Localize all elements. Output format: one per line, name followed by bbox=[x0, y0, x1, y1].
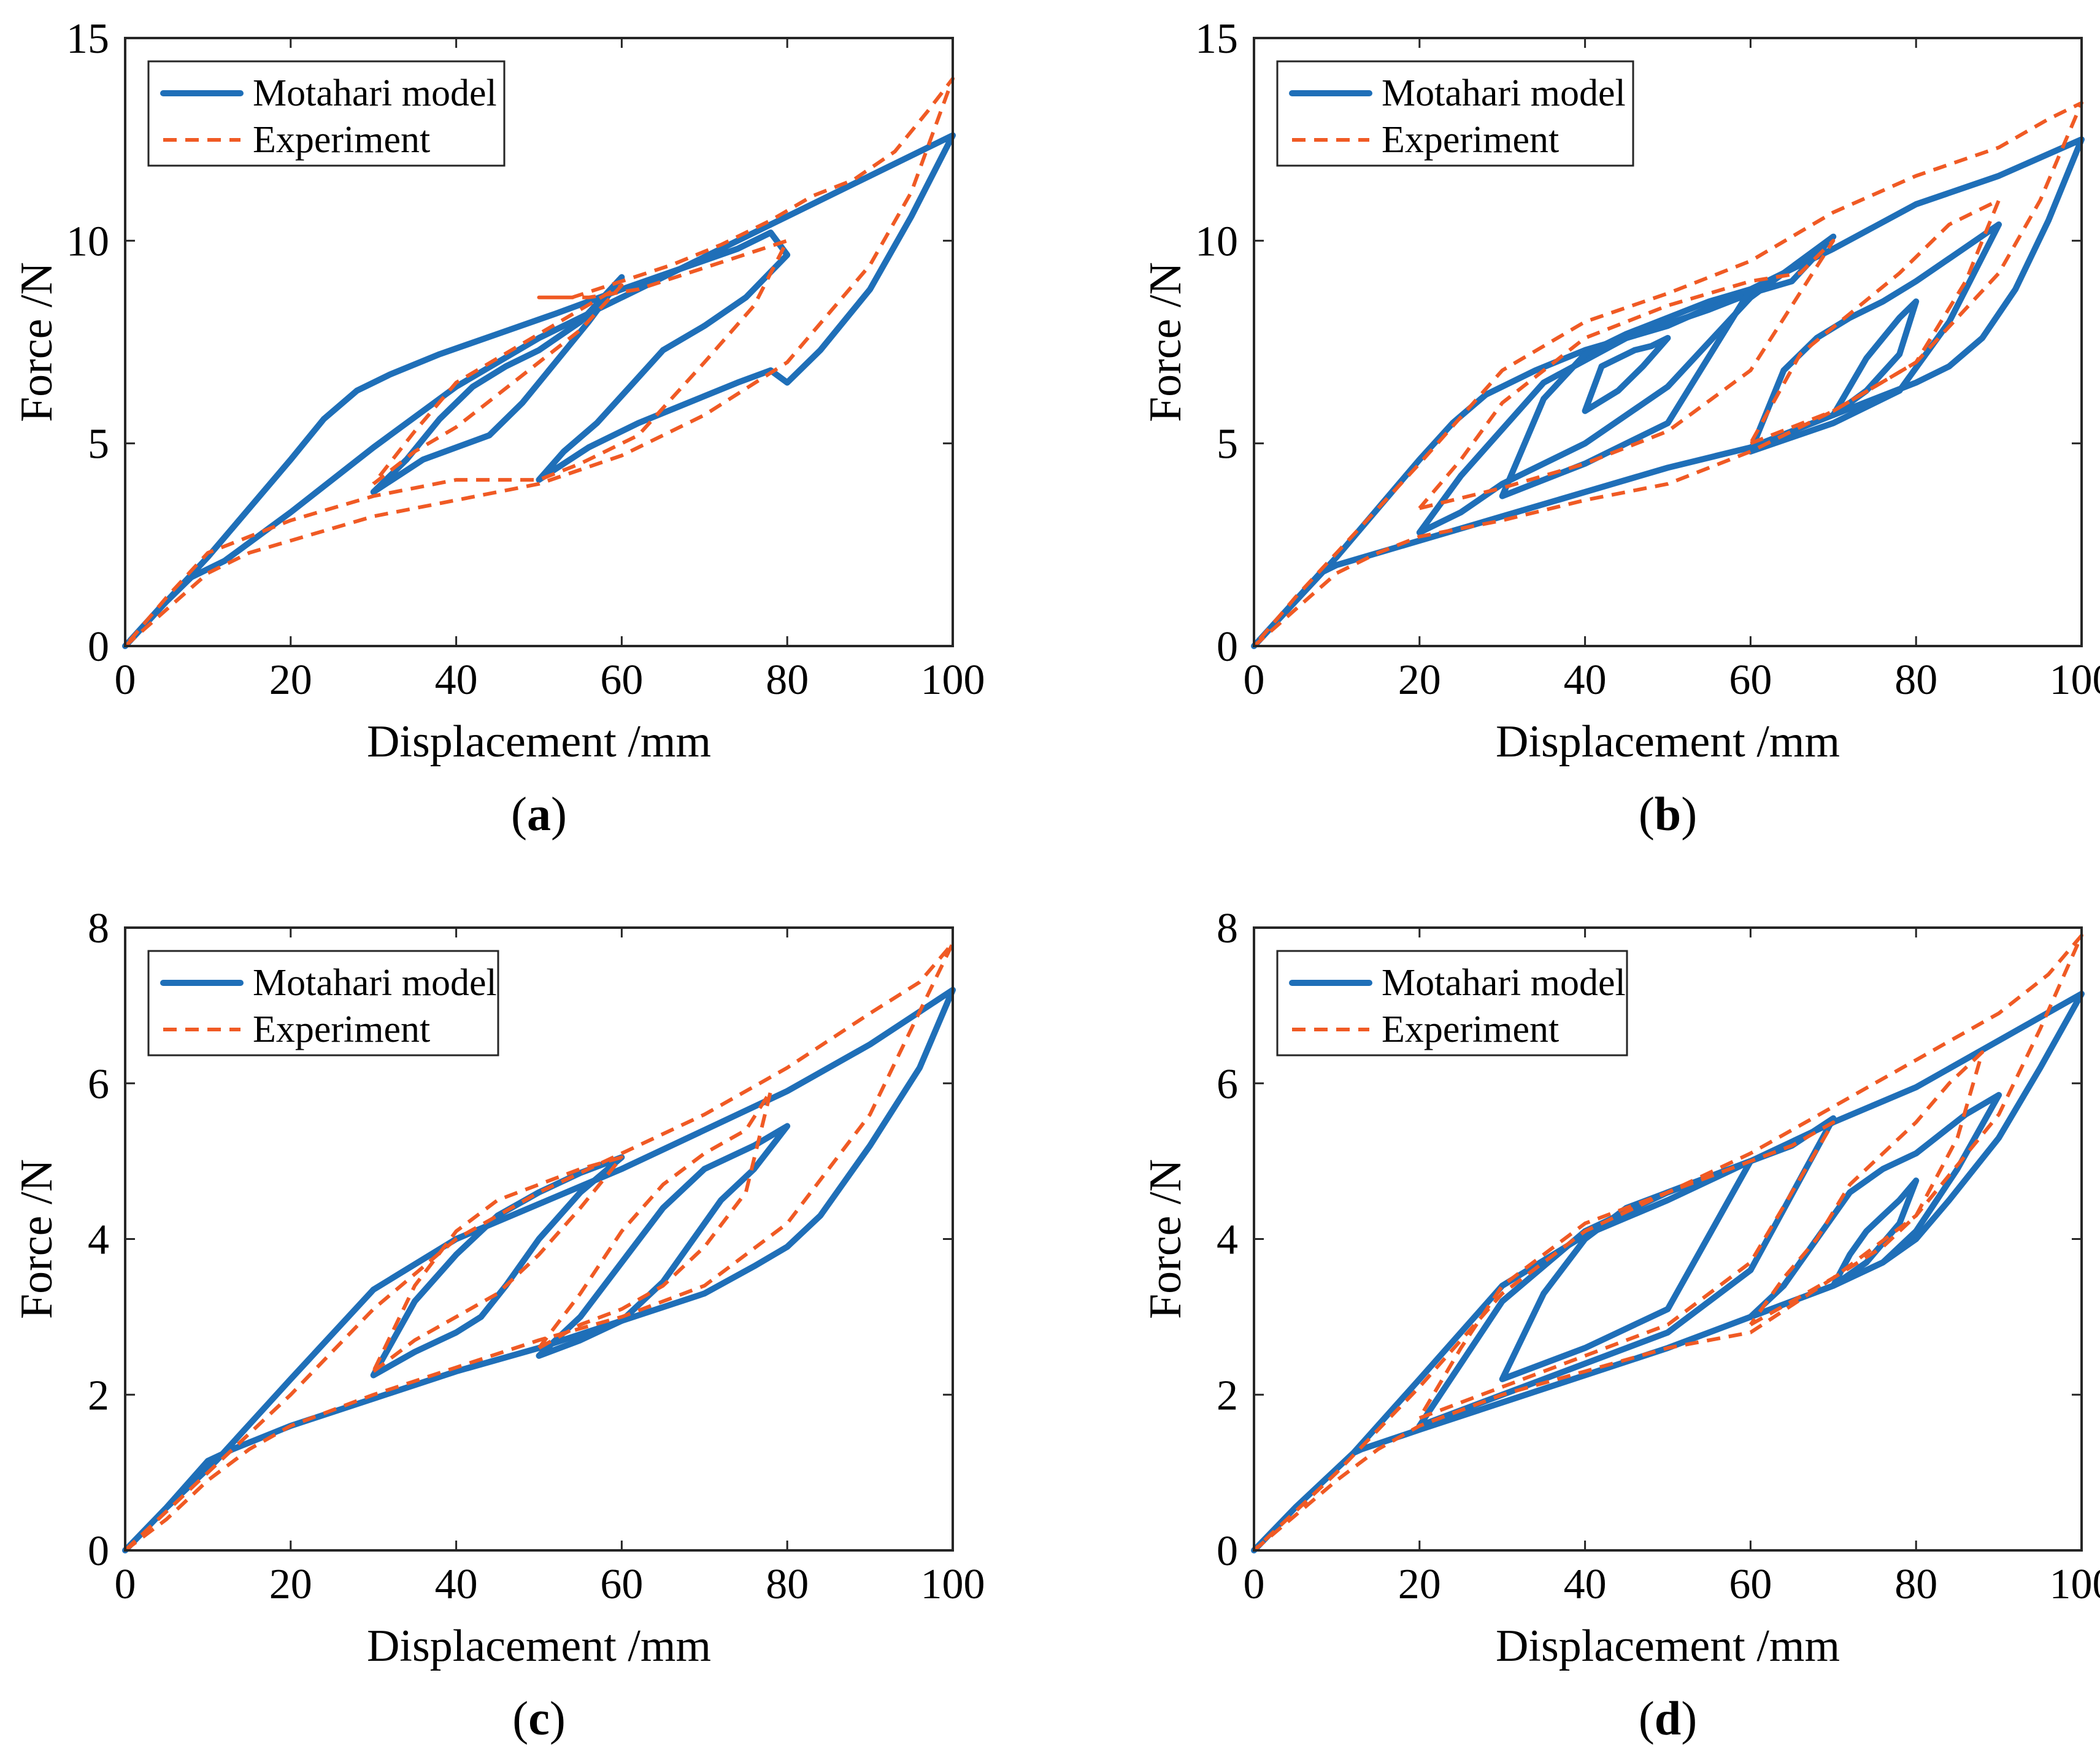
experiment-series-line-7 bbox=[1748, 1050, 1985, 1326]
chart-panel-d: 0 20 40 60 80 100 0 2 4 6 8 Displacement /mm Force /… bbox=[1140, 905, 2100, 1745]
model-series-line-4 bbox=[1747, 221, 2002, 455]
x-tick-label: 0 bbox=[115, 1561, 136, 1608]
legend-experiment-label: Experiment bbox=[253, 119, 430, 161]
x-tick-label: 20 bbox=[269, 656, 312, 704]
y-axis-label: Force /N bbox=[12, 262, 62, 422]
y-tick-label: 2 bbox=[88, 1372, 109, 1419]
x-tick-label: 60 bbox=[1729, 1561, 1772, 1608]
x-tick-label: 40 bbox=[1564, 656, 1607, 704]
x-tick-label: 20 bbox=[1398, 1561, 1441, 1608]
x-tick-label: 100 bbox=[2050, 1561, 2100, 1608]
x-tick-label: 20 bbox=[269, 1561, 312, 1608]
experiment-series-line-5 bbox=[537, 1089, 773, 1350]
experiment-series-line-3 bbox=[372, 283, 624, 486]
axes-frame bbox=[124, 37, 954, 647]
legend-box bbox=[147, 950, 499, 1056]
y-tick-label: 15 bbox=[1195, 15, 1238, 63]
legend-model-label: Motahari model bbox=[253, 72, 497, 114]
y-tick-label: 8 bbox=[1217, 905, 1238, 952]
x-tick-label: 80 bbox=[766, 1561, 809, 1608]
experiment-series-line-6 bbox=[1418, 1120, 1836, 1420]
y-tick-label: 4 bbox=[1217, 1217, 1238, 1264]
y-tick-label: 2 bbox=[1217, 1372, 1238, 1419]
legend-model-label: Motahari model bbox=[253, 962, 497, 1004]
x-tick-label: 40 bbox=[435, 1561, 478, 1608]
y-axis-label: Force /N bbox=[1140, 1159, 1191, 1319]
experiment-series-line-4 bbox=[371, 1155, 624, 1373]
x-axis-label: Displacement /mm bbox=[1496, 717, 1840, 767]
y-tick-label: 5 bbox=[1217, 421, 1238, 468]
y-tick-label: 8 bbox=[88, 905, 109, 952]
legend-box bbox=[147, 60, 506, 167]
y-tick-label: 0 bbox=[88, 623, 109, 671]
legend-experiment-label: Experiment bbox=[253, 1009, 430, 1050]
chart-panel-b: 0 20 40 60 80 100 0 5 10 15 Displacement /mm Force … bbox=[1140, 15, 2100, 841]
model-series-line-3 bbox=[1582, 334, 1671, 414]
x-tick-label: 100 bbox=[921, 1561, 985, 1608]
x-tick-label: 0 bbox=[1244, 656, 1265, 704]
model-series-line-1 bbox=[1416, 233, 1837, 536]
x-axis-label: Displacement /mm bbox=[367, 717, 711, 767]
x-tick-label: 80 bbox=[766, 656, 809, 704]
panel-label: (d) bbox=[1639, 1691, 1697, 1745]
legend-experiment-label: Experiment bbox=[1382, 1009, 1559, 1050]
chart-panel-a: 0 20 40 60 80 100 0 5 10 15 Displacement /mm Force … bbox=[12, 15, 985, 841]
legend-model-label: Motahari model bbox=[1382, 72, 1626, 114]
experiment-series-line-8 bbox=[1748, 198, 2001, 445]
legend-box bbox=[1276, 950, 1628, 1056]
x-tick-label: 20 bbox=[1398, 656, 1441, 704]
x-tick-label: 40 bbox=[1564, 1561, 1607, 1608]
model-series-line-2 bbox=[536, 1123, 791, 1359]
x-axis-label: Displacement /mm bbox=[1496, 1621, 1840, 1671]
model-series-line-0 bbox=[1251, 990, 2085, 1553]
panel-label: (a) bbox=[511, 787, 567, 841]
axes-frame bbox=[1253, 37, 2083, 647]
y-tick-label: 0 bbox=[1217, 623, 1238, 671]
panel-label: (b) bbox=[1639, 787, 1697, 841]
model-series-line-4 bbox=[1830, 1177, 1920, 1289]
chart-panel-c: 0 20 40 60 80 100 0 2 4 6 8 Displacement /mm Force /… bbox=[12, 905, 985, 1745]
model-series-line-0 bbox=[1251, 136, 2085, 649]
x-tick-label: 60 bbox=[600, 1561, 643, 1608]
x-tick-label: 100 bbox=[2050, 656, 2100, 704]
y-tick-label: 6 bbox=[88, 1061, 109, 1108]
x-tick-label: 80 bbox=[1894, 656, 1937, 704]
model-series-line-1 bbox=[370, 274, 625, 495]
experiment-series-line-5 bbox=[1252, 933, 2083, 1552]
legend-box bbox=[1276, 60, 1634, 167]
y-axis-label: Force /N bbox=[12, 1159, 62, 1319]
y-tick-label: 6 bbox=[1217, 1061, 1238, 1108]
panel-label: (c) bbox=[512, 1691, 566, 1745]
x-tick-label: 40 bbox=[435, 656, 478, 704]
model-series-line-1 bbox=[1416, 1115, 1837, 1429]
y-axis-label: Force /N bbox=[1140, 262, 1191, 422]
model-series-line-2 bbox=[1499, 286, 1754, 499]
x-axis-label: Displacement /mm bbox=[367, 1621, 711, 1671]
model-series-line-0 bbox=[122, 987, 956, 1553]
legend-experiment-label: Experiment bbox=[1382, 119, 1559, 161]
legend-model-label: Motahari model bbox=[1382, 962, 1626, 1004]
y-tick-label: 15 bbox=[66, 15, 109, 63]
y-tick-label: 0 bbox=[1217, 1528, 1238, 1575]
x-tick-label: 0 bbox=[115, 656, 136, 704]
y-tick-label: 4 bbox=[88, 1217, 109, 1264]
experiment-series-line-7 bbox=[1418, 239, 1836, 510]
x-tick-label: 60 bbox=[600, 656, 643, 704]
y-tick-label: 10 bbox=[66, 218, 109, 265]
model-series-line-5 bbox=[1830, 298, 1920, 418]
x-tick-label: 0 bbox=[1244, 1561, 1265, 1608]
experiment-series-line-2 bbox=[123, 77, 955, 648]
y-tick-label: 10 bbox=[1195, 218, 1238, 265]
experiment-series-line-6 bbox=[1252, 101, 2083, 648]
experiment-series-line-3 bbox=[123, 941, 955, 1552]
model-series-line-1 bbox=[370, 1154, 625, 1379]
y-tick-label: 5 bbox=[88, 421, 109, 468]
x-tick-label: 80 bbox=[1894, 1561, 1937, 1608]
model-series-line-0 bbox=[122, 132, 956, 649]
y-tick-label: 0 bbox=[88, 1528, 109, 1575]
x-tick-label: 100 bbox=[921, 656, 985, 704]
x-tick-label: 60 bbox=[1729, 656, 1772, 704]
